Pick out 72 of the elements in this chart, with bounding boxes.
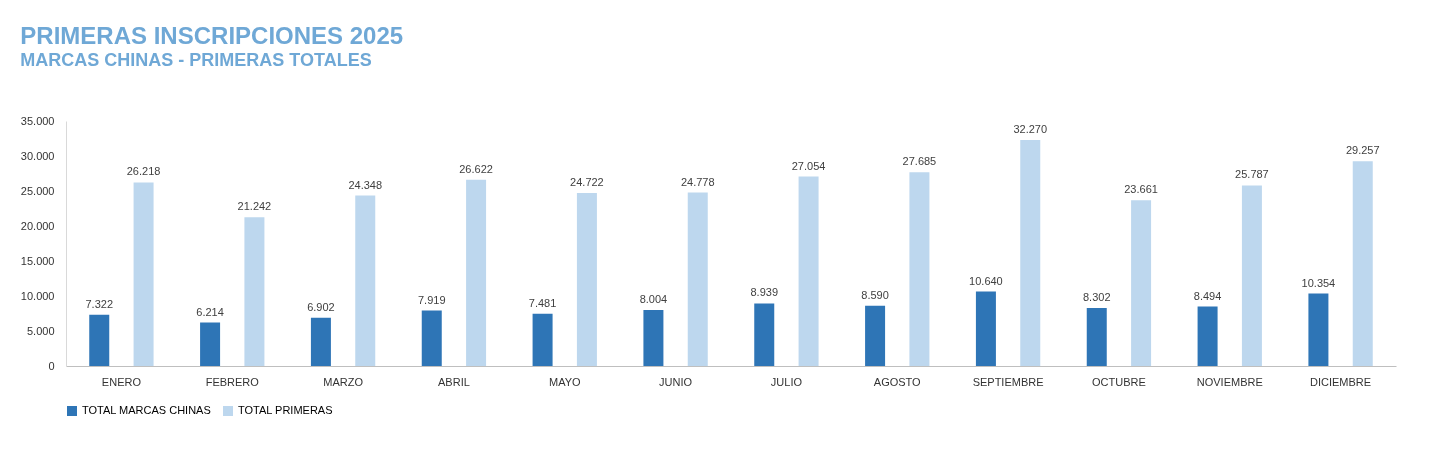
bar	[1352, 161, 1373, 366]
x-tick-label: FEBRERO	[205, 375, 260, 388]
bar	[1197, 306, 1218, 366]
data-label: 8.590	[861, 288, 889, 301]
data-label: 10.354	[1301, 276, 1336, 289]
bar	[1241, 185, 1262, 366]
data-label: 24.778	[680, 175, 715, 188]
data-label: 26.218	[126, 165, 161, 178]
bar	[687, 192, 708, 366]
bar	[532, 313, 553, 366]
bar	[200, 322, 221, 366]
data-label: 8.939	[750, 286, 779, 299]
x-tick-label: OCTUBRE	[1092, 375, 1146, 388]
bar	[421, 310, 442, 366]
data-label: 8.302	[1082, 290, 1111, 303]
bar	[1086, 307, 1107, 366]
x-tick-label: ENERO	[101, 375, 142, 388]
bar	[643, 309, 664, 366]
data-label: 6.902	[307, 300, 335, 313]
data-label: 27.054	[791, 159, 826, 172]
x-tick-label: MAYO	[548, 375, 581, 388]
data-label: 32.270	[1013, 123, 1048, 136]
data-label: 8.004	[639, 292, 668, 305]
x-tick-label: JUNIO	[659, 375, 693, 388]
data-label: 8.494	[1193, 289, 1222, 302]
bar	[244, 217, 265, 366]
bar	[798, 176, 819, 366]
y-tick-label: 25.000	[20, 184, 55, 197]
x-tick-label: MARZO	[323, 375, 364, 388]
bar	[310, 317, 331, 366]
legend-label: TOTAL MARCAS CHINAS	[82, 404, 211, 416]
data-label: 7.322	[85, 297, 114, 310]
x-tick-label: ABRIL	[438, 375, 470, 388]
data-label: 24.348	[348, 178, 383, 191]
legend-label: TOTAL PRIMERAS	[238, 404, 333, 416]
data-label: 6.214	[196, 305, 224, 318]
x-tick-label: SEPTIEMBRE	[972, 375, 1044, 388]
data-label: 21.242	[237, 200, 272, 213]
chart-title: PRIMERAS INSCRIPCIONES 2025	[20, 22, 404, 49]
bar	[89, 314, 110, 366]
y-tick-label: 20.000	[20, 219, 55, 232]
bar	[1308, 293, 1329, 366]
data-label: 24.722	[570, 175, 604, 188]
bar	[754, 303, 775, 366]
y-tick-label: 35.000	[20, 114, 55, 127]
y-tick-label: 5.000	[26, 324, 55, 337]
chart-subtitle: MARCAS CHINAS - PRIMERAS TOTALES	[20, 50, 372, 70]
bar	[975, 291, 996, 366]
data-label: 25.787	[1235, 168, 1269, 181]
data-label: 10.640	[969, 274, 1003, 287]
bar	[909, 172, 930, 366]
data-label: 29.257	[1345, 144, 1380, 157]
x-tick-label: DICIEMBRE	[1310, 375, 1372, 388]
bar	[576, 192, 597, 366]
y-tick-label: 15.000	[20, 254, 55, 267]
data-label: 26.622	[459, 162, 493, 175]
bar	[133, 182, 154, 366]
x-tick-label: NOVIEMBRE	[1196, 375, 1263, 388]
data-label: 23.661	[1124, 183, 1158, 196]
data-label: 7.919	[417, 293, 446, 306]
bar	[1131, 200, 1152, 366]
bar	[865, 305, 886, 366]
bar	[1020, 140, 1041, 366]
x-tick-label: AGOSTO	[873, 375, 922, 388]
data-label: 27.685	[902, 155, 937, 168]
bar	[466, 179, 487, 366]
y-tick-label: 10.000	[20, 289, 55, 302]
y-tick-label: 30.000	[20, 149, 55, 162]
bar	[355, 195, 376, 366]
x-tick-label: JULIO	[770, 375, 803, 388]
data-label: 7.481	[528, 296, 557, 309]
y-tick-label: 0	[48, 359, 55, 372]
